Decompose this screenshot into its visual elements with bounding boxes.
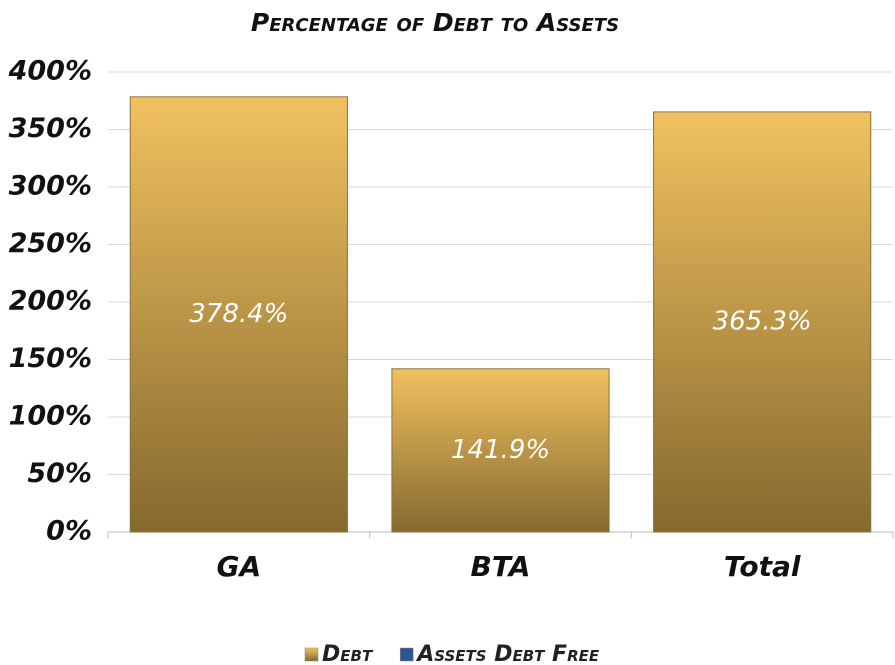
- y-tick-label: 400%: [8, 56, 92, 87]
- y-tick-label: 200%: [9, 286, 92, 317]
- y-tick-label: 350%: [9, 113, 92, 144]
- legend-swatch: [304, 647, 319, 662]
- legend-label: Assets Debt Free: [415, 642, 600, 665]
- y-tick-label: 300%: [9, 171, 92, 202]
- bar: [129, 96, 348, 533]
- x-tick-label: BTA: [471, 550, 531, 583]
- y-tick-label: 50%: [27, 458, 92, 489]
- x-tick-label: Total: [724, 550, 801, 583]
- y-tick-label: 250%: [9, 228, 92, 259]
- value-label: 141.9%: [451, 435, 550, 465]
- legend-label: Debt: [322, 642, 374, 665]
- bar: [653, 111, 872, 533]
- value-label: 365.3%: [713, 306, 812, 336]
- y-tick-label: 100%: [9, 401, 92, 432]
- chart-title: Percentage of Debt to Assets: [251, 8, 619, 37]
- y-tick-label: 150%: [9, 343, 92, 374]
- bar: [391, 368, 610, 533]
- y-tick-label: 0%: [46, 516, 92, 547]
- x-tick-label: GA: [217, 550, 262, 583]
- legend-swatch: [399, 647, 414, 662]
- value-label: 378.4%: [189, 299, 288, 329]
